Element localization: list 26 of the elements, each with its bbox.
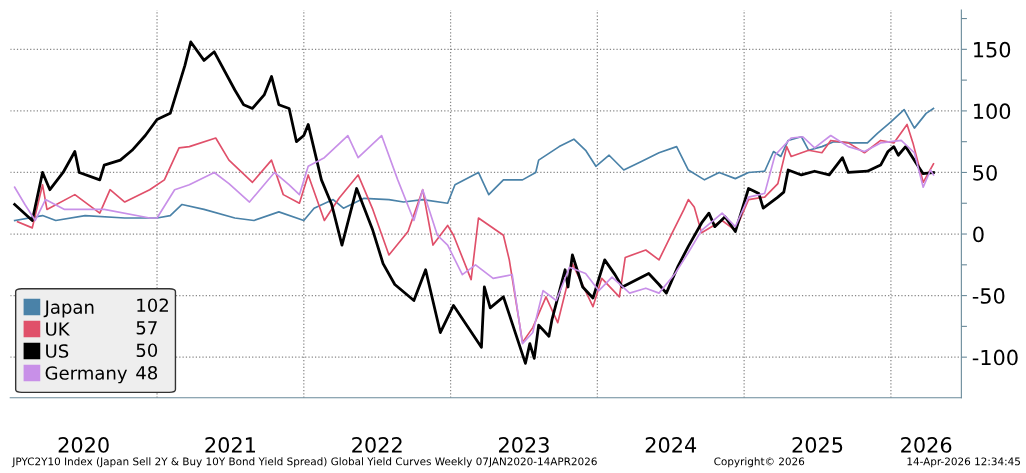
legend-label: US xyxy=(46,344,69,358)
y-tick-label: 0 xyxy=(973,226,984,243)
y-tick-label: -100 xyxy=(972,349,1018,366)
y-tick-label: -50 xyxy=(972,288,1005,304)
annotation: 57 xyxy=(136,321,157,335)
y-tick-label: 150 xyxy=(974,41,1011,58)
line-series xyxy=(13,40,935,365)
legend-label: Japan xyxy=(43,300,94,318)
x-tick-label: 2024 xyxy=(645,437,697,453)
x-tick-label: 2023 xyxy=(498,437,549,453)
y-tick-label: 100 xyxy=(974,103,1011,120)
text: 14-Apr-2026 12:34:45 xyxy=(907,457,1020,468)
annotation: 48 xyxy=(136,365,158,380)
x-tick-label: 2021 xyxy=(205,437,256,453)
x-tick-label: 2026 xyxy=(901,437,952,453)
y-tick-label: 50 xyxy=(973,164,997,181)
x-tick-label: 2022 xyxy=(352,437,402,453)
x-tick-label: 2025 xyxy=(792,437,843,453)
annotation: 50 xyxy=(136,343,158,358)
legend-label: UK xyxy=(46,322,70,336)
text: Copyright© 2026 xyxy=(714,457,805,468)
line-series xyxy=(13,107,935,222)
x-tick-label: 2020 xyxy=(58,437,109,453)
text: JPYC2Y10 Index (Japan Sell 2Y & Buy 10Y Bond Yield Spread) Global Yield Curves Weekly 07JAN2020-14APR2026 xyxy=(11,457,597,468)
annotation: 102 xyxy=(137,298,168,313)
legend-label: Germany xyxy=(45,366,128,384)
